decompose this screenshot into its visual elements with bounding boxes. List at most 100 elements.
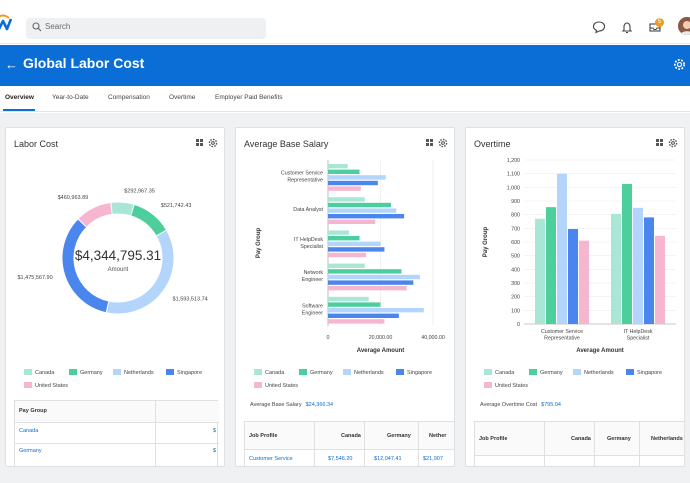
- y-tick-label: 500: [511, 254, 520, 260]
- card-actions: [426, 138, 448, 148]
- bar-canada: [328, 263, 365, 268]
- gear-icon[interactable]: [673, 58, 686, 71]
- table-cell-germany[interactable]: $12,047.41: [374, 456, 402, 462]
- bar-singapore: [328, 313, 399, 318]
- average-base-salary-value[interactable]: $24,366.34: [305, 402, 334, 408]
- category-label: Representative: [287, 178, 323, 184]
- bar-singapore: [328, 180, 378, 186]
- grid-view-icon[interactable]: [656, 139, 663, 146]
- card-gear-icon[interactable]: [438, 138, 448, 148]
- chat-icon[interactable]: [592, 20, 606, 34]
- table-cell-value[interactable]: $: [213, 428, 217, 434]
- bar-united-states: [579, 240, 589, 324]
- table-row-customer-service[interactable]: Customer Service: [249, 456, 293, 462]
- bar-united-states: [328, 319, 385, 324]
- tab-year-to-date[interactable]: Year-to-Date: [52, 94, 89, 101]
- y-tick-label: 200: [511, 295, 520, 301]
- category-label: IT HelpDesk: [623, 329, 652, 335]
- bar-canada: [328, 230, 349, 235]
- x-tick-label: 20,000.00: [369, 335, 393, 341]
- category-label: Specialist: [627, 336, 650, 342]
- legend-singapore: Singapore: [626, 369, 662, 376]
- bar-united-states: [328, 252, 367, 258]
- card-gear-icon[interactable]: [668, 138, 678, 148]
- donut-slice-germany: [131, 205, 166, 236]
- labor-cost-donut-chart: $292,967.35 $521,742.43 $1,593,513.74 $1,47…: [18, 188, 208, 314]
- average-overtime-summary: Average Overtime Cost $795.04: [480, 402, 561, 408]
- card-gear-icon[interactable]: [208, 138, 218, 148]
- bar-canada: [535, 218, 545, 324]
- legend-singapore: Singapore: [396, 369, 432, 376]
- y-tick-label: 400: [511, 267, 520, 273]
- table-cell-canada[interactable]: $7,546.20: [328, 456, 353, 462]
- donut-data-label: $1,593,513.74: [173, 297, 208, 303]
- bar-united-states: [328, 286, 407, 291]
- legend-netherlands: Netherlands: [573, 369, 614, 376]
- table-cell-netherlands[interactable]: $21,907: [423, 456, 443, 462]
- average-overtime-value[interactable]: $795.04: [541, 402, 561, 408]
- bar-singapore: [328, 214, 405, 219]
- job-profile-table: Job Profile Canada Germany Nether Custom…: [244, 421, 454, 466]
- category-label: IT HelpDesk: [294, 237, 323, 243]
- bar-netherlands: [328, 175, 386, 180]
- table-header-germany: Germany: [387, 433, 411, 439]
- tab-overview[interactable]: Overview: [5, 94, 34, 101]
- donut-slice-singapore: [62, 219, 109, 313]
- x-tick-label: 0: [327, 335, 330, 341]
- donut-center-label: Amount: [108, 267, 129, 273]
- category-label: Engineer: [302, 277, 323, 283]
- legend-canada: Canada: [254, 369, 284, 376]
- job-profile-table: Job Profile Canada Germany Netherlands: [474, 421, 684, 466]
- y-axis-title: Pay Group: [256, 227, 262, 258]
- bar-netherlands: [557, 173, 567, 324]
- legend: Canada Germany Netherlands Singapore Uni…: [6, 366, 224, 396]
- donut-data-label: $1,475,567.90: [18, 275, 53, 281]
- bell-icon[interactable]: [620, 20, 634, 34]
- grid-view-icon[interactable]: [196, 139, 203, 146]
- legend-united-states: United States: [484, 382, 528, 389]
- tab-employer-paid-benefits[interactable]: Employer Paid Benefits: [215, 94, 283, 101]
- legend-netherlands: Netherlands: [113, 369, 154, 376]
- y-tick-label: 700: [511, 226, 520, 232]
- donut-slice-canada: [111, 202, 134, 216]
- grid-view-icon[interactable]: [426, 139, 433, 146]
- y-tick-label: 300: [511, 281, 520, 287]
- category-label: Customer Service: [541, 329, 583, 335]
- table-header-job-profile: Job Profile: [479, 436, 508, 442]
- legend-canada: Canada: [24, 369, 54, 376]
- table-row-canada[interactable]: Canada: [19, 428, 39, 434]
- workday-logo[interactable]: [0, 14, 12, 32]
- table-row-germany[interactable]: Germany: [19, 448, 42, 454]
- inbox-badge: 5: [655, 18, 664, 27]
- bar-canada: [611, 213, 621, 324]
- avatar[interactable]: [678, 17, 690, 35]
- overtime-card: Overtime 0 100 200 300 400 500 600 700 800 900 1,0…: [465, 127, 685, 467]
- bar-netherlands: [633, 207, 643, 324]
- tab-overtime[interactable]: Overtime: [169, 94, 196, 101]
- back-arrow-icon[interactable]: ←: [5, 57, 18, 72]
- donut-data-label: $521,742.43: [161, 203, 192, 209]
- tab-compensation[interactable]: Compensation: [108, 94, 150, 101]
- bar-united-states: [655, 235, 665, 324]
- donut-data-label: $292,967.35: [124, 188, 155, 194]
- search-placeholder: Search: [45, 22, 71, 31]
- card-title: Overtime: [474, 139, 511, 149]
- y-tick-label: 800: [511, 213, 520, 219]
- legend-united-states: United States: [254, 382, 298, 389]
- bar-singapore: [644, 217, 654, 324]
- legend-germany: Germany: [69, 369, 103, 376]
- table-cell-value[interactable]: $: [213, 448, 217, 454]
- page-header: ← Global Labor Cost: [0, 45, 690, 86]
- top-bar: Search 5: [0, 0, 690, 44]
- bar-netherlands: [328, 208, 397, 213]
- bar-united-states: [328, 219, 376, 224]
- bar-germany: [328, 236, 360, 241]
- y-tick-label: 1,200: [507, 158, 520, 164]
- bar-germany: [328, 169, 360, 174]
- bar-canada: [328, 296, 369, 302]
- search-bar[interactable]: Search: [26, 18, 266, 39]
- legend: Canada Germany Netherlands Singapore Uni…: [236, 366, 454, 396]
- bar-germany: [328, 202, 391, 208]
- card-actions: [656, 138, 678, 148]
- tab-bar: Overview Year-to-Date Compensation Overt…: [0, 86, 690, 112]
